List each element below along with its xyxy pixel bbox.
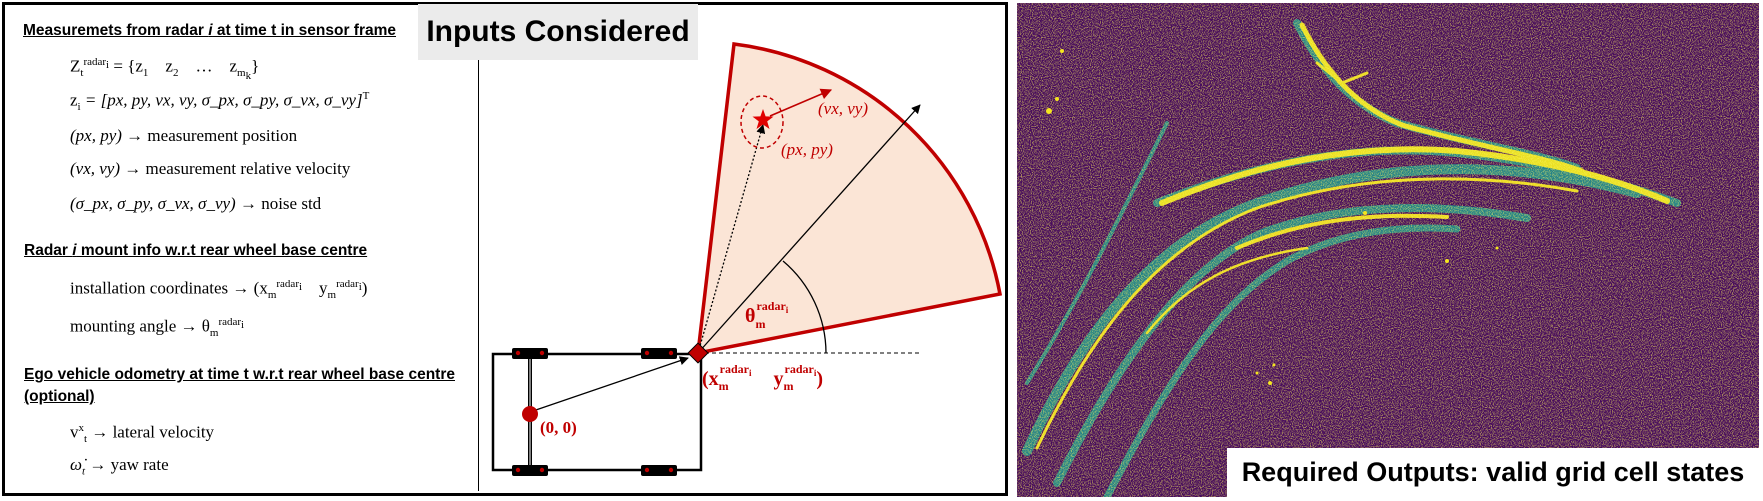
inputs-title: Inputs Considered	[418, 4, 698, 60]
origin-label: (0, 0)	[540, 418, 577, 437]
lateral-velocity: vxt → lateral velocity	[70, 422, 215, 446]
radar-fov-sector	[695, 42, 1003, 356]
occupancy-grid-image	[1017, 3, 1759, 497]
origin-to-radar-arrow	[529, 356, 689, 413]
noise-definition: (σ_px, σ_py, σ_vx, σ_vy) → noise std	[70, 194, 322, 213]
wheel-rear-right	[512, 465, 548, 476]
wheel-front-left	[641, 348, 677, 359]
origin-point	[522, 406, 538, 422]
position-definition: (px, py) → measurement position	[70, 126, 298, 145]
wheel-front-right	[641, 465, 677, 476]
noise-ellipse	[740, 95, 784, 149]
theta-label: θmradari	[745, 299, 789, 331]
mount-heading: Radar i mount info w.r.t rear wheel base…	[24, 242, 368, 259]
outputs-title: Required Outputs: valid grid cell states	[1227, 448, 1759, 497]
measurement-ray	[697, 124, 766, 354]
velocity-arrow	[769, 88, 833, 117]
measurement-vector-equation: zi = [px, py, vx, vy, σ_px, σ_py, σ_vx, …	[70, 90, 370, 114]
radar-mount-figure: (vx, vy) (px, py) (0, 0) θmradari (xmrad…	[491, 42, 1003, 476]
odometry-heading-optional: (optional)	[24, 388, 95, 405]
position-label: (px, py)	[781, 140, 833, 159]
installation-coords-label: (xmradari ymradari)	[702, 362, 823, 393]
measurement-star-icon	[752, 109, 774, 129]
panel-divider	[478, 58, 479, 491]
vehicle-body	[491, 352, 703, 472]
installation-coordinates: installation coordinates → (xmradari ymr…	[70, 278, 368, 302]
velocity-definition: (vx, vy) → measurement relative velocity	[70, 159, 351, 178]
velocity-label: (vx, vy)	[818, 99, 868, 118]
radar-sensor	[687, 342, 709, 364]
occupancy-grid-panel	[1017, 3, 1759, 497]
measurement-set-equation: Ztradari = {z1 z2 … zmk}	[70, 56, 260, 83]
odometry-heading: Ego vehicle odometry at time t w.r.t rea…	[24, 366, 455, 383]
mounting-angle: mounting angle → θmradari	[70, 316, 245, 340]
measurements-heading: Measuremets from radar i at time t in se…	[23, 22, 397, 39]
yaw-rate: ω̇t → yaw rate	[70, 455, 169, 478]
mounting-angle-arc	[782, 260, 827, 354]
radar-boresight-arrow	[697, 104, 921, 354]
wheel-rear-left	[512, 348, 548, 359]
